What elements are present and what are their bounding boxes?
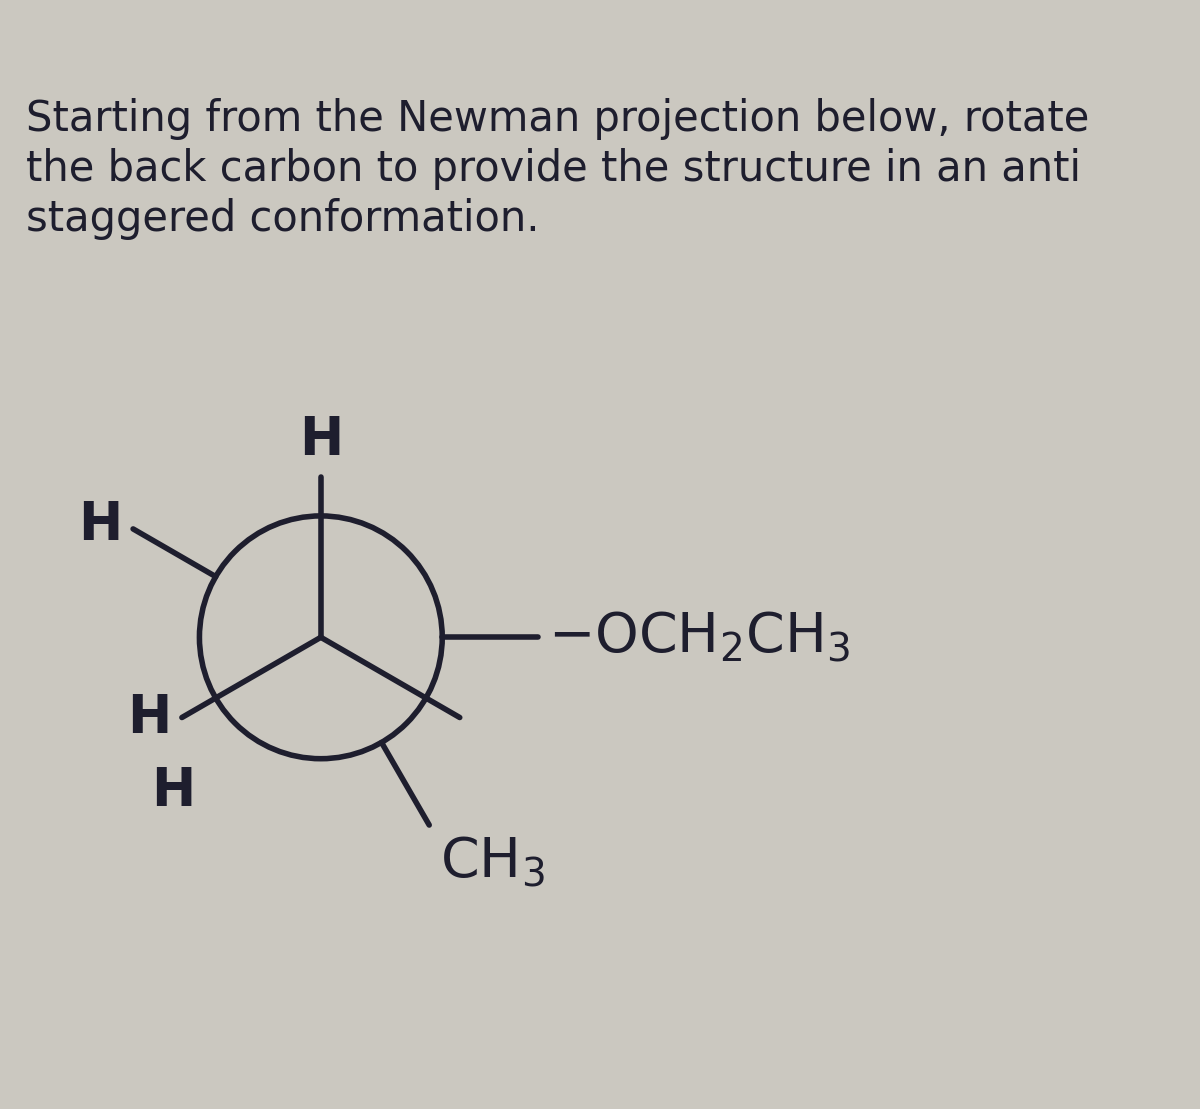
Text: the back carbon to provide the structure in an anti: the back carbon to provide the structure…: [26, 149, 1081, 190]
Text: H: H: [299, 415, 343, 467]
Text: staggered conformation.: staggered conformation.: [26, 199, 540, 241]
Text: Starting from the Newman projection below, rotate: Starting from the Newman projection belo…: [26, 98, 1090, 140]
Text: $-$OCH$_2$CH$_3$: $-$OCH$_2$CH$_3$: [548, 610, 850, 664]
Text: CH$_3$: CH$_3$: [439, 835, 545, 889]
Text: H: H: [127, 692, 172, 743]
Text: H: H: [78, 499, 122, 550]
Text: H: H: [151, 765, 194, 817]
